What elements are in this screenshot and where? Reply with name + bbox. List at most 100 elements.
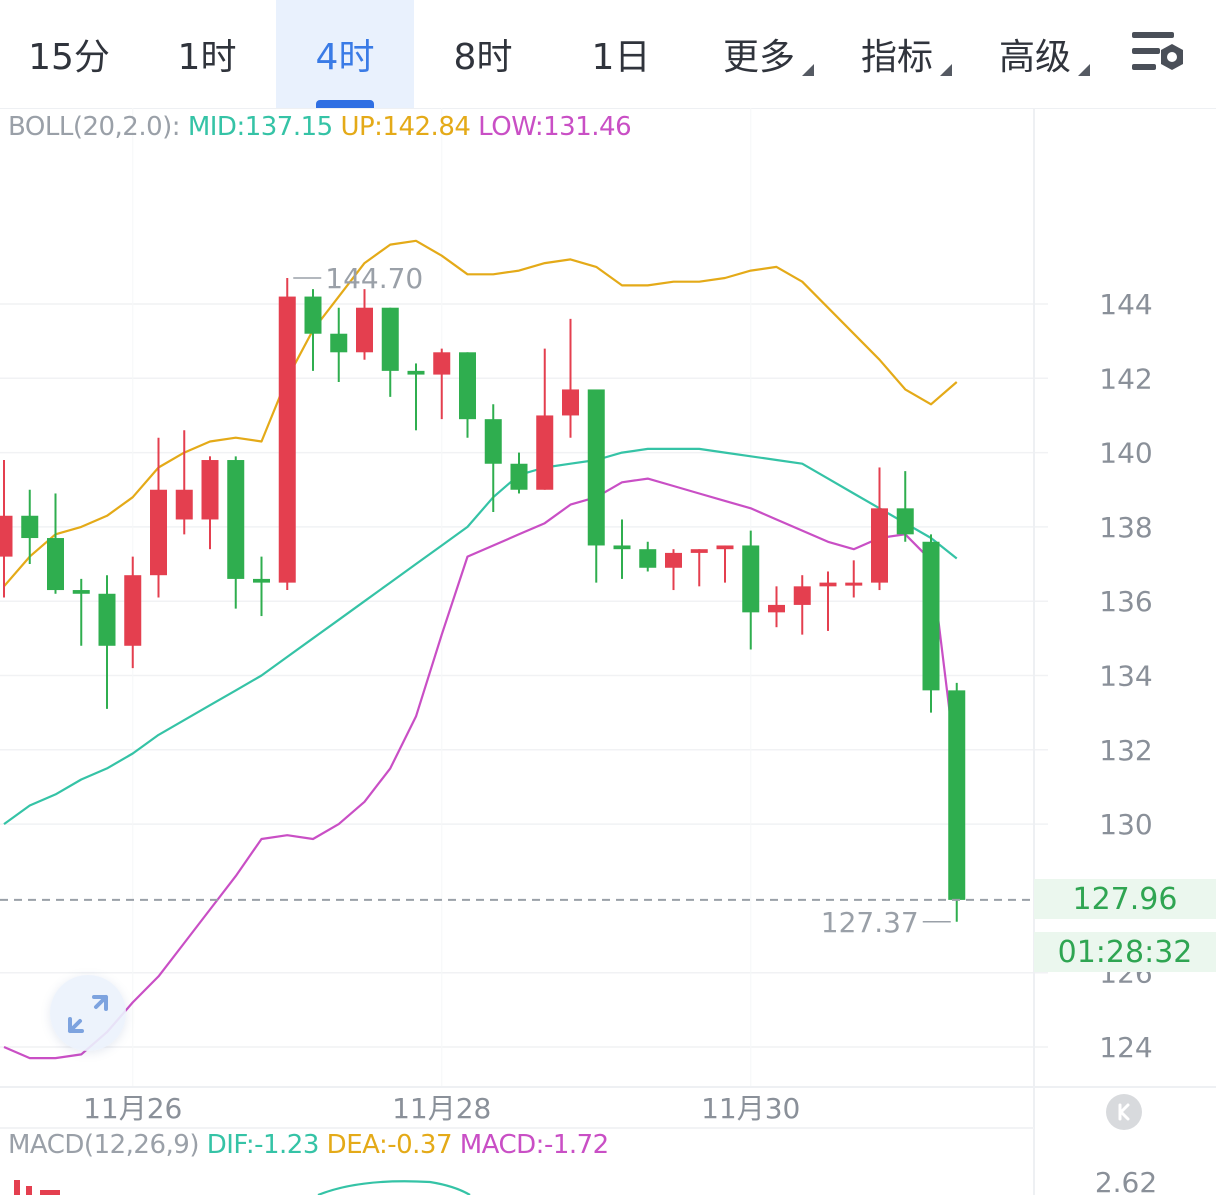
max-price-marker: 144.70 bbox=[325, 262, 423, 295]
y-tick-label: 140 bbox=[1099, 437, 1152, 470]
y-tick-label: 144 bbox=[1099, 288, 1152, 321]
tab-1d[interactable]: 1日 bbox=[552, 0, 690, 108]
tab-1h[interactable]: 1时 bbox=[138, 0, 276, 108]
candle-body bbox=[639, 549, 657, 568]
candle bbox=[253, 556, 270, 617]
timeframe-tab-bar: 15分 1时 4时 8时 1日 更多 指标 高级 bbox=[0, 0, 1216, 109]
candle-body bbox=[201, 460, 219, 520]
tab-4h[interactable]: 4时 bbox=[276, 0, 414, 108]
candle bbox=[124, 556, 142, 669]
candle bbox=[72, 578, 90, 646]
x-tick-label: 11月30 bbox=[701, 1092, 800, 1125]
candle-body bbox=[47, 538, 64, 591]
macd-label: MACD(12,26,9) bbox=[8, 1130, 199, 1160]
macd-legend: MACD(12,26,9) DIF:-1.23 DEA:-0.37 MACD:-… bbox=[8, 1130, 609, 1160]
candle-body bbox=[21, 515, 39, 539]
boll-label: BOLL(20,2.0): bbox=[8, 112, 181, 142]
candle-body bbox=[587, 389, 605, 546]
candle bbox=[381, 307, 399, 397]
y-tick-label: 130 bbox=[1099, 808, 1152, 841]
candle bbox=[459, 352, 476, 438]
candle bbox=[639, 541, 657, 572]
boll-low-value: LOW:131.46 bbox=[478, 112, 632, 142]
candle bbox=[819, 571, 837, 631]
candle bbox=[896, 471, 914, 542]
candle bbox=[742, 530, 760, 650]
candle-body bbox=[330, 333, 348, 353]
candle-body bbox=[175, 489, 193, 520]
dropdown-caret-icon bbox=[802, 64, 814, 76]
candle bbox=[484, 404, 502, 513]
tab-label: 1时 bbox=[177, 37, 237, 78]
tab-8h[interactable]: 8时 bbox=[414, 0, 552, 108]
candle-body bbox=[484, 419, 502, 464]
y-tick-label: 138 bbox=[1099, 511, 1152, 544]
tab-label: 1日 bbox=[591, 37, 651, 78]
candle bbox=[587, 389, 605, 583]
tab-more[interactable]: 更多 bbox=[690, 0, 828, 108]
x-tick-label: 11月28 bbox=[392, 1092, 491, 1125]
candle-body bbox=[665, 552, 682, 568]
candle bbox=[922, 534, 940, 713]
candle bbox=[562, 318, 579, 438]
candle-body bbox=[562, 389, 579, 416]
candle-body bbox=[845, 582, 863, 586]
boll-up-value: UP:142.84 bbox=[340, 112, 471, 142]
candle-body bbox=[356, 307, 373, 353]
candle-body bbox=[150, 489, 167, 576]
candle bbox=[150, 437, 167, 598]
scroll-to-latest-icon[interactable] bbox=[1106, 1094, 1142, 1130]
candle-countdown-tag: 01:28:32 bbox=[1034, 932, 1216, 972]
candle-body bbox=[304, 296, 322, 334]
candle-body bbox=[768, 604, 785, 613]
candle-body bbox=[227, 460, 245, 579]
candle-body bbox=[433, 352, 451, 375]
candle-body bbox=[278, 296, 296, 583]
expand-icon[interactable] bbox=[50, 975, 126, 1051]
candle bbox=[665, 549, 682, 591]
candle bbox=[175, 430, 193, 535]
candle-body bbox=[613, 545, 631, 550]
dropdown-caret-icon bbox=[940, 64, 952, 76]
candle bbox=[304, 289, 322, 371]
candle bbox=[716, 545, 734, 583]
boll-legend: BOLL(20,2.0): MID:137.15 UP:142.84 LOW:1… bbox=[8, 112, 632, 142]
y-tick-label: 136 bbox=[1099, 585, 1152, 618]
candle bbox=[510, 452, 528, 494]
candle-body bbox=[922, 541, 940, 691]
candle bbox=[690, 549, 708, 587]
candle bbox=[407, 363, 425, 431]
tab-label: 4时 bbox=[315, 37, 375, 78]
candle bbox=[613, 519, 631, 579]
candle bbox=[278, 277, 296, 591]
candle-body bbox=[459, 352, 476, 420]
candle-body bbox=[793, 586, 811, 605]
candle-body bbox=[124, 575, 142, 646]
grid-lines bbox=[0, 108, 1048, 1087]
candle-body bbox=[948, 690, 966, 900]
tab-label: 15分 bbox=[28, 37, 110, 78]
dropdown-caret-icon bbox=[1078, 64, 1090, 76]
candle bbox=[948, 682, 966, 922]
candle-body bbox=[253, 578, 270, 583]
candle-body bbox=[716, 545, 734, 550]
settings-icon[interactable] bbox=[1128, 26, 1190, 84]
macd-macd-value: MACD:-1.72 bbox=[459, 1130, 609, 1160]
tab-label: 更多 bbox=[722, 37, 795, 78]
y-tick-label: 142 bbox=[1099, 362, 1152, 395]
last-price-tag: 127.96 bbox=[1034, 879, 1216, 919]
tab-label: 高级 bbox=[998, 37, 1071, 78]
macd-bar bbox=[26, 1186, 32, 1195]
candle-body bbox=[381, 307, 399, 371]
candle bbox=[871, 467, 888, 591]
candle bbox=[433, 348, 451, 420]
x-tick-label: 11月26 bbox=[83, 1092, 182, 1125]
tab-advanced[interactable]: 高级 bbox=[966, 0, 1104, 108]
tab-15min[interactable]: 15分 bbox=[0, 0, 138, 108]
boll-mid-line bbox=[3, 447, 958, 825]
candle-body bbox=[690, 549, 708, 553]
tab-indicators[interactable]: 指标 bbox=[828, 0, 966, 108]
candle-body bbox=[510, 463, 528, 490]
candle-body bbox=[0, 515, 13, 557]
